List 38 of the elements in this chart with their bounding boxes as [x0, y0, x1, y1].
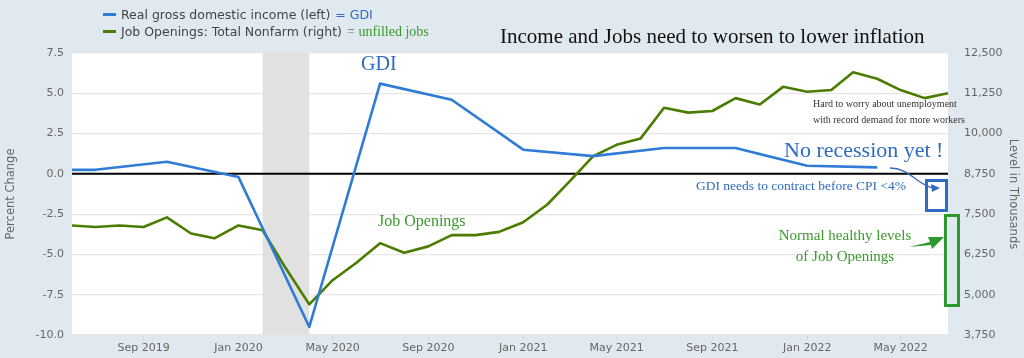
annotation: Normal healthy levels of Job Openings [777, 226, 913, 266]
y2-tick-label: 5,000 [964, 287, 996, 301]
y2-axis-title: Level in Thousands [1007, 138, 1022, 250]
y-axis-title: Percent Change [2, 148, 17, 240]
y-tick-label: 7.5 [46, 45, 64, 59]
y2-tick-label: 8,750 [964, 166, 996, 180]
x-tick-label: Jan 2020 [213, 341, 263, 355]
y2-tick-label: 3,750 [964, 327, 996, 341]
y-tick-label: -5.0 [42, 247, 64, 261]
legend-label: Real gross domestic income (left) [121, 7, 331, 22]
x-tick-label: May 2020 [305, 341, 360, 355]
x-tick-label: Sep 2019 [117, 341, 170, 355]
text: = unfilled jobs [347, 23, 429, 40]
x-tick-label: May 2021 [589, 341, 644, 355]
chart-title: Income and Jobs need to worsen to lower inflation [500, 24, 925, 49]
y-tick-label: -10.0 [35, 327, 64, 341]
x-tick-label: Jan 2021 [498, 341, 548, 355]
annotation: No recession yet ! [784, 137, 944, 163]
y2-tick-label: 7,500 [964, 207, 996, 220]
y-tick-label: 0.0 [46, 166, 64, 180]
y-tick-label: -7.5 [42, 287, 64, 301]
y2-tick-label: 11,250 [964, 86, 1003, 100]
annotation: GDI needs to contract before CPI <4% [696, 178, 907, 194]
y-tick-label: 2.5 [46, 126, 64, 140]
annotation: Hard to worry about unemployment with record demand for more workers [813, 98, 965, 125]
annotation: GDI [361, 52, 397, 75]
x-tick-label: Sep 2021 [686, 341, 739, 355]
x-tick-label: Jan 2022 [781, 341, 832, 355]
y-tick-label: -2.5 [42, 207, 64, 220]
x-tick-label: Sep 2020 [402, 341, 455, 355]
y2-tick-label: 6,250 [964, 247, 996, 261]
x-tick-label: May 2022 [873, 341, 928, 355]
y2-tick-label: 12,500 [964, 45, 1003, 59]
text: = GDI [335, 7, 373, 22]
y2-tick-label: 10,000 [964, 126, 1003, 140]
annotation: Job Openings [378, 212, 466, 230]
legend-label: Job Openings: Total Nonfarm (right) [121, 24, 342, 39]
y-tick-label: 5.0 [46, 86, 64, 100]
